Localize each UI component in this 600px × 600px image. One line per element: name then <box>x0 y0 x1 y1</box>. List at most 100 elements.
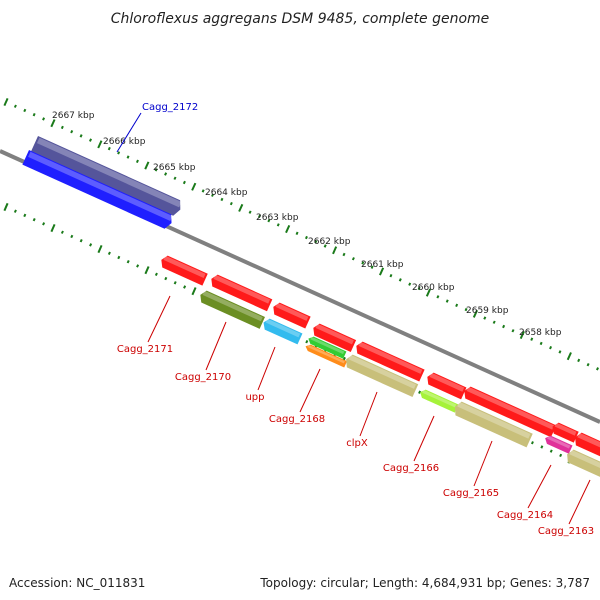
gene-cagg_2170[interactable] <box>209 273 273 312</box>
gene-label-leader <box>359 391 378 437</box>
ruler-tick-inner <box>144 266 150 275</box>
gene-feature-block <box>427 372 467 400</box>
gene-label-cagg_2168[interactable]: Cagg_2168 <box>269 414 325 425</box>
gene-label-cagg_2165[interactable]: Cagg_2165 <box>443 488 499 499</box>
ruler-tick-outer <box>351 257 355 261</box>
ruler-tick-outer <box>248 210 252 214</box>
gene-label-leader <box>568 479 591 525</box>
ruler-tick-outer <box>549 346 553 350</box>
gene-upp[interactable] <box>271 301 311 329</box>
gene-feature-block <box>305 344 348 368</box>
ruler-tick-outer <box>154 168 158 172</box>
gene-label-cagg_2171[interactable]: Cagg_2171 <box>117 344 173 355</box>
ruler-tick-outer <box>417 286 421 291</box>
ruler-tick-inner <box>126 259 130 264</box>
ruler-tick-inner <box>42 222 46 226</box>
gene-cagg_2163[interactable] <box>572 431 600 461</box>
ruler-labels: 2667 kbp 2666 kbp 2665 kbp 2664 kbp 2663 kbp… <box>52 111 562 338</box>
gene-feature-highlight <box>28 151 173 222</box>
ruler-tick-inner <box>117 255 121 260</box>
ruler-tick-outer <box>97 140 103 149</box>
ruler-tick-outer <box>370 265 374 269</box>
gene-clpx[interactable] <box>354 340 425 382</box>
ruler-tick-outer <box>60 125 64 130</box>
ruler-tick-inner <box>97 244 103 254</box>
ruler-tick-outer <box>342 252 346 257</box>
gene-cagg_2168-cds2[interactable] <box>304 343 348 368</box>
gene-cagg_2168[interactable] <box>311 322 357 352</box>
gene-label-leader <box>473 440 493 487</box>
gene-cagg_2172[interactable] <box>31 136 184 217</box>
gene-label-cagg_2163[interactable]: Cagg_2163 <box>538 526 594 537</box>
gene-feature-block <box>313 323 357 352</box>
ruler-tick-outer <box>238 203 244 212</box>
ruler-tick-inner <box>60 230 64 234</box>
gene-label-cagg_2172[interactable]: Cagg_2172 <box>142 102 198 113</box>
gene-cagg_2170-cds[interactable] <box>198 289 265 329</box>
ruler-label: 2665 kbp <box>153 163 196 173</box>
ruler-tick-outer <box>408 282 412 286</box>
gene-cagg_2165-cds[interactable] <box>452 400 533 448</box>
gene-feature-block <box>308 336 347 359</box>
ruler-label: 2661 kbp <box>361 260 404 270</box>
ruler-tick-outer <box>332 246 338 255</box>
gene-cagg_2172-cds[interactable] <box>22 150 174 230</box>
tick-marks-outer <box>3 97 600 371</box>
gene-cagg_2166[interactable] <box>425 371 467 400</box>
gene-feature-block <box>356 341 425 382</box>
gene-label-clpx[interactable]: clpX <box>346 438 368 449</box>
gene-feature-block <box>31 136 181 216</box>
genome-summary-text: Topology: circular; Length: 4,684,931 bp… <box>259 576 590 590</box>
gene-label-leader <box>116 112 142 153</box>
ruler-label: 2662 kbp <box>308 237 351 247</box>
gene-feature-highlight <box>310 336 345 355</box>
gene-feature-highlight <box>422 389 457 408</box>
ruler-tick-inner <box>107 251 111 256</box>
gene-cagg_2165[interactable] <box>462 385 557 438</box>
gene-feature-highlight <box>457 401 531 439</box>
ruler-tick-inner <box>191 287 197 296</box>
ruler-tick-outer <box>483 316 487 320</box>
gene-feature-highlight <box>358 341 423 374</box>
accession-text: Accession: NC_011831 <box>9 576 145 590</box>
ruler-tick-outer <box>42 117 46 121</box>
ruler-tick-outer <box>314 240 318 244</box>
gene-feature-block <box>263 318 303 345</box>
gene-label-cagg_2166[interactable]: Cagg_2166 <box>383 463 439 474</box>
gene-cagg_2168-cds[interactable] <box>307 335 347 359</box>
ruler-tick-outer <box>502 324 506 329</box>
ruler-tick-outer <box>398 278 402 282</box>
gene-feature-block <box>200 290 265 329</box>
ruler-tick-inner <box>418 390 422 394</box>
ruler-tick-inner <box>342 356 346 361</box>
gene-cagg_2166-cds[interactable] <box>418 388 459 413</box>
gene-features <box>22 136 600 478</box>
ruler-tick-outer <box>361 261 365 265</box>
ruler-tick-outer <box>530 337 534 341</box>
ruler-tick-outer <box>519 330 525 340</box>
ruler-tick-outer <box>464 307 468 312</box>
gene-cagg_2164-cds[interactable] <box>543 434 573 454</box>
gene-label-leader <box>147 295 171 343</box>
gene-cagg_2164[interactable] <box>550 421 579 443</box>
ruler-label: 2666 kbp <box>103 137 146 147</box>
ruler-label: 2667 kbp <box>52 111 95 121</box>
gene-feature-highlight <box>163 255 206 278</box>
gene-label-cagg_2170[interactable]: Cagg_2170 <box>175 372 231 383</box>
gene-cagg_2163-cds[interactable] <box>564 448 600 478</box>
ruler-tick-outer <box>267 218 271 223</box>
ruler-tick-inner <box>305 339 309 344</box>
ruler-tick-outer <box>23 108 27 113</box>
ruler-tick-outer <box>436 295 440 299</box>
gene-label-cagg_2164[interactable]: Cagg_2164 <box>497 510 553 521</box>
gene-upp-cds[interactable] <box>261 317 303 345</box>
ruler-tick-outer <box>211 193 215 197</box>
gene-cagg_2171[interactable] <box>159 254 208 286</box>
gene-clpx-cds[interactable] <box>343 353 419 398</box>
ruler-tick-outer <box>88 138 93 142</box>
ruler-tick-outer <box>511 329 515 333</box>
ruler-label: 2658 kbp <box>519 328 562 338</box>
ruler-tick-outer <box>595 367 600 371</box>
ruler-tick-inner <box>183 285 187 289</box>
gene-label-upp[interactable]: upp <box>245 392 264 403</box>
